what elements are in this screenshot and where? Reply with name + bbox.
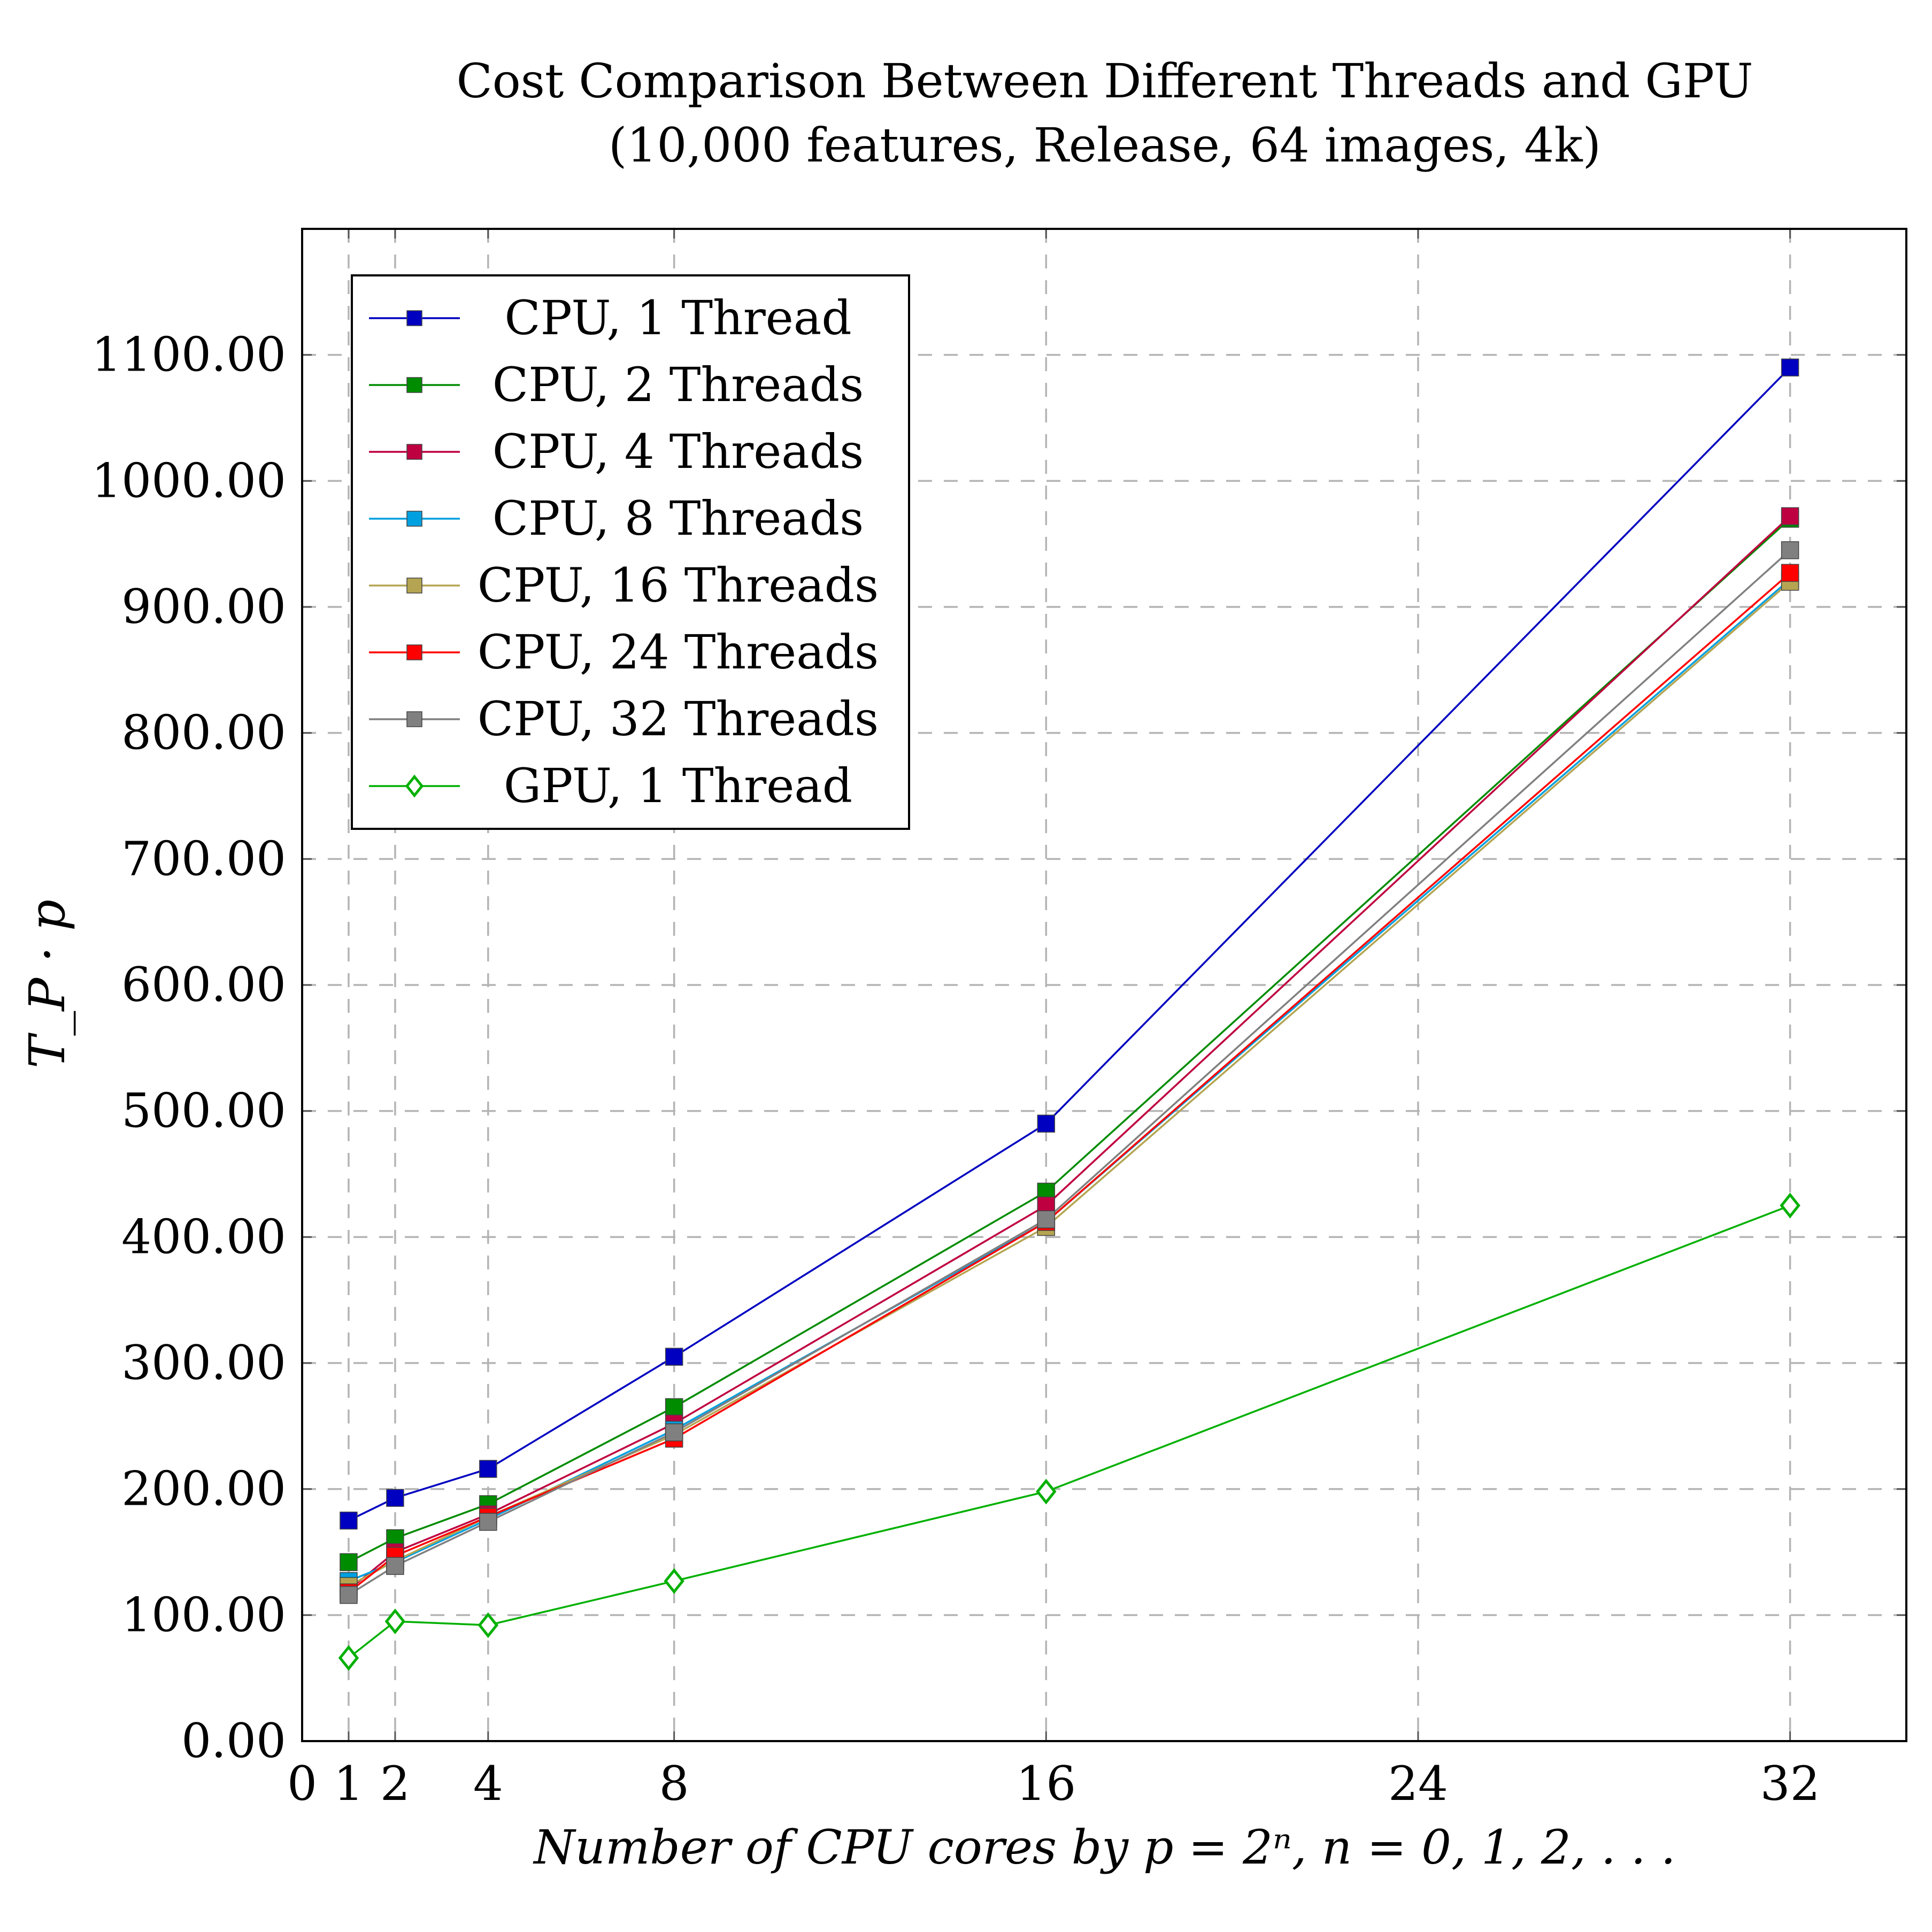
x-tick-label: 16 [1016,1756,1076,1811]
data-point [1781,541,1799,559]
data-point [1780,1192,1800,1219]
legend-entry: CPU, 8 Threads [369,491,864,546]
y-tick-labels: 0.00 100.00 200.00 300.00 400.00 500.00 600.00… [91,327,286,1768]
y-tick-label: 700.00 [121,831,286,886]
y-tick-label: 0.00 [181,1713,286,1768]
y-tick-label: 500.00 [121,1083,286,1138]
legend-marker [406,444,422,460]
x-axis-label: Number of CPU cores by p = 2ⁿ, n = 0, 1,… [533,1820,1675,1875]
y-tick-label: 600.00 [121,957,286,1012]
data-point [479,1460,497,1478]
y-tick-label: 100.00 [121,1587,286,1642]
legend-entry: GPU, 1 Thread [369,758,852,813]
data-point [1037,1210,1056,1229]
data-point [1781,564,1799,582]
data-point [340,1585,358,1604]
legend-marker [406,310,422,326]
legend-label: CPU, 4 Threads [492,424,864,479]
legend-label: CPU, 24 Threads [478,625,879,680]
legend-label: CPU, 1 Thread [504,290,851,345]
legend-marker [406,711,422,727]
chart-title: Cost Comparison Between Different Thread… [456,53,1753,109]
x-tick-label: 32 [1760,1756,1820,1811]
legend-entry: CPU, 1 Thread [369,290,852,345]
data-point [664,1568,684,1594]
chart-subtitle: (10,000 features, Release, 64 images, 4k… [609,118,1601,173]
legend-label: CPU, 2 Threads [492,357,864,412]
data-point [1036,1479,1057,1505]
legend-marker [406,644,422,660]
data-point [478,1612,499,1638]
x-tick-label: 4 [473,1756,503,1811]
legend-label: CPU, 32 Threads [478,691,879,746]
legend-box [351,274,910,830]
data-point [479,1513,497,1531]
data-point [386,1557,404,1575]
legend-entry: CPU, 32 Threads [369,691,879,746]
data-point [386,1489,404,1507]
x-tick-label: 0 [287,1756,317,1811]
series-0 [340,358,1799,1530]
legend-marker [406,511,422,527]
legend-marker [406,377,422,393]
series-line [348,1204,1791,1659]
legend-entry: CPU, 2 Threads [369,357,864,412]
y-tick-label: 400.00 [121,1209,286,1264]
data-point [665,1398,683,1417]
data-point [1781,358,1799,376]
legend-entry: CPU, 4 Threads [369,424,864,479]
y-axis-label: T_P · p [19,899,76,1068]
x-tick-label: 24 [1388,1756,1448,1811]
legend-label: CPU, 16 Threads [478,558,879,613]
x-tick-label: 8 [659,1756,689,1811]
legend-label: GPU, 1 Thread [504,758,852,813]
data-point [340,1511,358,1530]
data-point [384,1608,406,1635]
legend-marker [406,578,422,594]
y-tick-label: 1000.00 [91,453,286,508]
y-tick-label: 900.00 [121,579,286,634]
data-point [665,1423,683,1442]
data-point [1781,507,1799,526]
legend-entry: CPU, 24 Threads [369,625,879,680]
data-point [338,1645,359,1671]
y-tick-label: 800.00 [121,705,286,760]
plot-frame [301,228,1907,1742]
y-tick-label: 300.00 [121,1335,286,1390]
x-tick-label: 1 [334,1756,364,1811]
series-6 [340,541,1799,1604]
data-point [340,1553,358,1572]
y-tick-label: 200.00 [121,1461,286,1517]
legend: CPU, 1 Thread CPU, 2 Threads CPU, 4 Thread… [351,274,910,830]
series-7 [338,1192,1800,1671]
y-tick-label: 1100.00 [91,327,286,382]
legend-entry: CPU, 16 Threads [369,558,879,613]
data-series [338,358,1800,1671]
data-point [1037,1114,1056,1133]
data-point [665,1348,683,1366]
legend-label: CPU, 8 Threads [492,491,864,546]
legend-marker [405,774,424,798]
x-tick-labels: 0 1 2 4 8 16 24 32 [287,1756,1820,1811]
x-tick-label: 2 [380,1756,410,1811]
